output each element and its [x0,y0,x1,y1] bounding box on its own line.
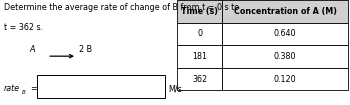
Text: 0.640: 0.640 [274,29,296,38]
Text: =: = [30,84,36,93]
Text: 362: 362 [192,75,207,83]
FancyBboxPatch shape [177,45,222,68]
Text: Determine the average rate of change of B from t = 0 s to: Determine the average rate of change of … [4,3,239,12]
Text: 181: 181 [192,52,207,61]
FancyBboxPatch shape [177,23,222,45]
Text: Concentration of A (M): Concentration of A (M) [234,7,337,16]
Text: 0.380: 0.380 [274,52,296,61]
Text: Time (s): Time (s) [181,7,218,16]
Text: B: B [22,90,26,95]
Text: rate: rate [4,84,20,93]
Text: 0.120: 0.120 [274,75,296,83]
Text: t = 362 s.: t = 362 s. [4,23,43,32]
Text: 0: 0 [197,29,202,38]
FancyBboxPatch shape [222,68,348,90]
FancyBboxPatch shape [177,0,222,23]
FancyBboxPatch shape [222,23,348,45]
Text: M/s: M/s [169,84,182,93]
FancyBboxPatch shape [222,0,348,23]
FancyBboxPatch shape [222,45,348,68]
Text: 2 B: 2 B [79,45,92,54]
Text: A: A [30,45,35,54]
FancyBboxPatch shape [37,75,164,98]
FancyBboxPatch shape [177,68,222,90]
